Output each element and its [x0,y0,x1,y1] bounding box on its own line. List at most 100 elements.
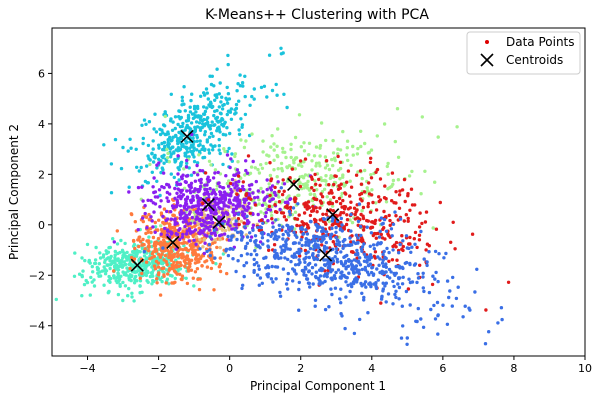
data-point [260,166,265,170]
data-point [323,307,328,312]
data-point [141,237,145,242]
data-point [297,247,301,252]
legend-data-points-label: Data Points [506,35,575,49]
data-point [148,158,152,162]
data-point [317,161,321,165]
data-point [198,168,202,173]
data-point [368,244,372,248]
data-point [83,258,87,263]
data-point [378,229,382,233]
data-point [360,267,365,272]
data-point [80,294,84,298]
data-point [298,159,303,163]
data-point [406,287,411,291]
data-point [223,198,227,202]
data-point [194,254,199,258]
data-point [240,236,244,241]
data-point [224,247,229,251]
data-point [144,260,149,264]
data-point [138,239,143,244]
data-point [390,171,395,175]
data-point [225,149,230,154]
data-point [233,228,237,232]
data-point [181,220,186,224]
data-point [223,192,228,197]
data-point [355,248,359,253]
data-point [155,249,159,253]
data-point [354,252,358,257]
data-point [239,233,244,237]
data-point [369,284,373,289]
data-point [340,223,344,227]
data-point [165,217,170,221]
data-point [297,308,301,312]
data-point [148,162,152,167]
data-point [93,261,97,266]
data-point [166,138,170,142]
data-point [362,190,367,194]
data-point [293,167,297,171]
data-point [126,294,130,298]
data-point [200,119,205,123]
data-point [165,262,169,267]
data-point [162,207,167,211]
data-point [165,190,169,195]
data-point [211,190,215,195]
data-point [416,272,420,276]
data-point [422,289,426,294]
data-point [231,234,235,238]
data-point [422,257,426,261]
data-point [435,300,440,305]
data-point [244,168,248,173]
data-point [410,245,414,249]
data-point [132,281,137,285]
data-point [430,282,435,287]
data-point [191,242,195,246]
data-point [343,326,347,331]
data-point [107,274,111,279]
data-point [344,259,348,263]
data-point [363,168,367,173]
data-point [433,317,438,321]
data-point [201,144,205,149]
data-point [293,135,298,140]
data-point [231,257,235,261]
data-point [334,199,339,204]
data-point [335,257,339,261]
data-point [159,199,163,203]
data-point [341,198,345,203]
data-point [128,266,132,271]
data-point [160,166,164,170]
data-point [248,187,252,191]
data-point [307,141,312,145]
data-point [348,218,352,222]
data-point [318,143,323,148]
data-point [331,138,335,143]
data-point [313,172,317,177]
data-point [396,178,401,182]
data-point [196,200,200,204]
data-point [336,268,341,272]
data-point [121,253,125,258]
data-point [248,103,252,108]
data-point [372,254,376,258]
data-point [404,213,408,217]
data-point [365,225,369,229]
data-point [155,166,159,170]
data-point [270,217,274,221]
data-point [242,263,246,268]
data-point [177,140,182,144]
data-point [389,270,393,274]
data-point [396,282,400,286]
data-point [356,236,360,240]
data-point [205,249,209,254]
data-point [148,274,153,279]
data-point [204,122,208,126]
data-point [307,255,311,260]
data-point [352,206,357,210]
data-point [278,294,283,298]
data-point [450,304,454,308]
data-point [144,231,148,236]
data-point [256,167,260,172]
data-point [247,192,251,196]
